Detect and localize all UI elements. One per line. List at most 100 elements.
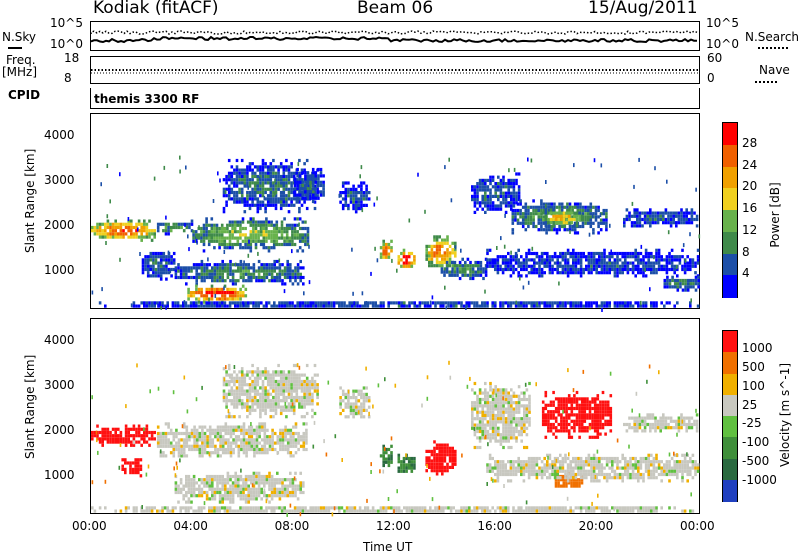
power-pixel-r19 <box>551 304 554 308</box>
power-pixel-r12 <box>458 276 462 281</box>
velocity-pixel-r3 <box>300 379 304 384</box>
power-pixel-r17 <box>682 221 686 225</box>
power-pixel-r16 <box>647 267 650 272</box>
power-scatter-pixel <box>431 295 434 300</box>
power-pixel-r19 <box>559 304 562 308</box>
velocity-pixel-r0 <box>96 424 99 428</box>
power-pixel-r2 <box>270 223 273 227</box>
power-pixel-r3 <box>261 184 265 188</box>
power-pixel-r6 <box>299 259 302 264</box>
power-pixel-r0 <box>122 229 125 233</box>
power-pixel-r4 <box>296 180 299 184</box>
power-pixel-r6 <box>216 275 219 280</box>
power-pixel-r2 <box>239 236 242 240</box>
velocity-pixel-r2 <box>201 438 204 442</box>
velocity-pixel-r4 <box>221 481 224 485</box>
velocity-pixel-r5 <box>357 399 361 403</box>
velocity-pixel-r2 <box>240 447 243 452</box>
power-pixel-r12 <box>445 260 449 265</box>
power-pixel-r14 <box>524 205 528 209</box>
velocity-pixel-r2 <box>263 447 267 452</box>
power-pixel-r19 <box>475 301 479 305</box>
power-pixel-r19 <box>143 304 146 308</box>
power-pixel-r6 <box>247 263 250 267</box>
power-pixel-r16 <box>639 258 643 262</box>
velocity-pixel-r3 <box>253 379 257 384</box>
power-pixel-r14 <box>521 224 525 229</box>
power-pixel-r2 <box>228 246 232 250</box>
power-pixel-r2 <box>194 230 198 234</box>
power-pixel-r8 <box>360 191 363 195</box>
power-pixel-r3 <box>251 162 254 166</box>
power-scatter-pixel <box>274 191 276 196</box>
velocity-pixel-r2 <box>305 435 308 439</box>
velocity-pixel-r2 <box>281 438 285 442</box>
velocity-pixel-r3 <box>253 376 257 380</box>
power-scatter-pixel <box>588 232 591 237</box>
power-pixel-r10 <box>407 264 411 268</box>
power-pixel-r11 <box>448 251 452 255</box>
power-pixel-r2 <box>210 217 214 221</box>
velocity-pixel-r8 <box>441 456 444 460</box>
power-pixel-r6 <box>234 282 237 286</box>
velocity-pixel-r6 <box>385 460 388 464</box>
velocity-pixel-r3 <box>256 402 260 406</box>
power-pixel-r19 <box>676 301 679 305</box>
power-pixel-r16 <box>670 264 674 268</box>
velocity-pixel-r2 <box>302 447 306 452</box>
power-pixel-r9 <box>382 249 385 253</box>
power-pixel-r7 <box>197 287 201 291</box>
velocity-pixel-r2 <box>159 431 163 436</box>
power-pixel-r3 <box>261 162 265 166</box>
power-pixel-r5 <box>144 261 147 265</box>
velocity-pixel-r2 <box>172 435 176 439</box>
velocity-pixel-r2 <box>258 425 261 429</box>
power-pixel-r6 <box>302 275 305 280</box>
power-pixel-r16 <box>574 251 578 256</box>
power-pixel-r0 <box>104 229 107 233</box>
power-pixel-r3 <box>240 174 244 179</box>
power-pixel-r16 <box>634 251 637 256</box>
power-pixel-r8 <box>357 191 361 195</box>
power-pixel-r19 <box>413 301 416 305</box>
power-pixel-r6 <box>195 279 198 283</box>
power-pixel-r3 <box>272 171 275 175</box>
power-pixel-r19 <box>473 304 476 308</box>
power-pixel-r16 <box>639 267 643 272</box>
power-pixel-r2 <box>249 239 253 243</box>
power-pixel-r3 <box>303 168 306 172</box>
power-pixel-r11 <box>438 248 441 252</box>
power-pixel-r17 <box>641 224 644 228</box>
velocity-pixel-r9 <box>478 388 482 392</box>
velocity-pixel-r3 <box>282 408 286 412</box>
power-pixel-r2 <box>231 220 234 224</box>
power-pixel-r19 <box>413 304 416 308</box>
velocity-pixel-r9 <box>494 439 497 443</box>
power-pixel-r1 <box>188 222 191 226</box>
velocity-pixel-r4 <box>273 494 276 498</box>
velocity-pixel-r2 <box>219 447 222 452</box>
velocity-pixel-r1 <box>134 461 137 465</box>
velocity-pixel-r2 <box>156 435 160 439</box>
power-pixel-r11 <box>435 244 439 248</box>
power-pixel-r6 <box>286 259 289 264</box>
velocity-pixel-r2 <box>279 438 282 442</box>
velocity-pixel-r4 <box>278 494 282 498</box>
velocity-pixel-r3 <box>316 402 319 406</box>
power-pixel-r16 <box>569 251 572 256</box>
velocity-pixel-r4 <box>276 481 279 485</box>
power-pixel-r6 <box>291 282 295 286</box>
power-pixel-r2 <box>262 226 266 231</box>
power-pixel-r2 <box>267 249 271 253</box>
power-pixel-r16 <box>574 271 578 275</box>
velocity-pixel-r2 <box>242 438 246 442</box>
velocity-pixel-r9 <box>481 407 484 411</box>
power-pixel-r6 <box>205 275 209 280</box>
power-pixel-r19 <box>195 301 198 305</box>
power-pixel-r19 <box>179 304 182 308</box>
power-pixel-r13 <box>476 194 479 198</box>
power-pixel-r2 <box>218 246 221 250</box>
power-pixel-r2 <box>228 220 232 224</box>
power-pixel-r16 <box>512 255 515 259</box>
velocity-pixel-r9 <box>481 397 484 402</box>
